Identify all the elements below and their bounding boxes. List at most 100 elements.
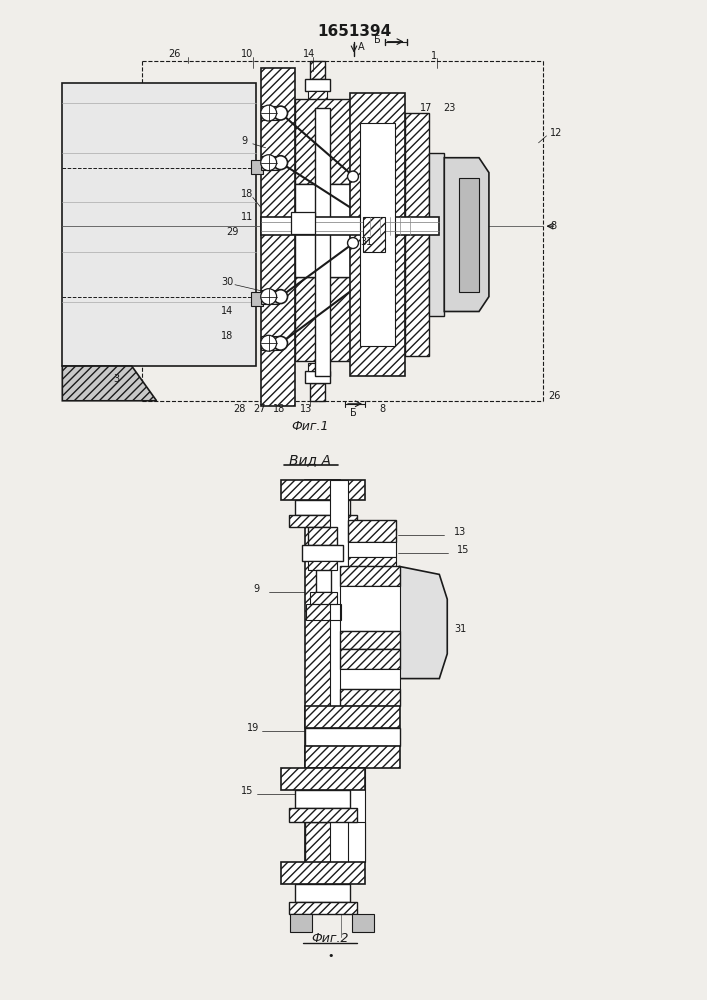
Bar [281,862,365,884]
Bar [352,914,374,932]
Bar [348,542,396,557]
Circle shape [261,289,276,305]
Bar [308,527,337,545]
Bar [310,61,325,79]
Text: 3: 3 [113,374,119,384]
Bar [306,604,341,620]
Text: 1651394: 1651394 [317,24,391,39]
Bar [316,570,331,592]
Bar [261,336,279,350]
Bar [308,363,327,371]
Text: 15: 15 [241,786,253,796]
Bar [340,669,399,689]
Bar [288,902,357,914]
Text: 14: 14 [303,49,315,59]
Text: 31: 31 [360,237,372,247]
Bar [251,292,263,306]
Text: 29: 29 [226,227,238,237]
Bar [305,706,399,728]
Text: 8: 8 [380,404,386,414]
Text: 31: 31 [454,624,467,634]
Polygon shape [62,366,156,401]
Bar [360,123,395,346]
Bar [308,561,337,570]
Bar [350,93,404,376]
Bar [288,515,357,527]
Text: •: • [327,951,334,961]
Text: 26: 26 [168,49,181,59]
Bar [261,217,439,235]
Circle shape [261,335,276,351]
Bar [459,178,479,292]
Bar [429,153,444,316]
Text: Б: Б [350,408,357,418]
Bar [363,217,385,252]
Circle shape [274,290,288,304]
Text: Вид А: Вид А [289,453,332,467]
Circle shape [274,156,288,170]
Bar [296,790,350,808]
Circle shape [348,238,358,248]
Bar [340,822,365,862]
Bar [296,500,350,515]
Bar [348,557,396,566]
Bar [348,520,396,542]
Bar [296,99,350,184]
Bar [296,884,350,902]
Text: 10: 10 [241,49,253,59]
Text: 13: 13 [454,527,467,537]
Bar [315,108,330,376]
Bar [281,768,365,790]
Text: 26: 26 [549,391,561,401]
Bar [291,212,315,234]
Text: Фиг.1: Фиг.1 [291,420,329,433]
Bar [340,689,399,706]
Text: 8: 8 [551,221,556,231]
Bar [404,113,429,356]
Text: 12: 12 [551,128,563,138]
Text: 11: 11 [241,212,253,222]
Text: 18: 18 [273,404,285,414]
Bar [305,728,399,746]
Bar [305,746,399,768]
Text: Б: Б [374,35,380,45]
Text: 9: 9 [241,136,247,146]
Bar [261,68,296,406]
Circle shape [261,155,276,171]
Text: Фиг.2: Фиг.2 [312,932,349,945]
Text: А: А [358,42,365,52]
Bar [305,79,330,91]
Text: 18: 18 [221,331,233,341]
Polygon shape [399,566,448,679]
Text: 17: 17 [419,103,432,113]
Bar [340,586,399,631]
Text: 14: 14 [221,306,233,316]
Bar [303,545,343,561]
Bar [310,383,325,401]
Bar [288,808,357,822]
Text: 13: 13 [300,404,312,414]
Text: 18: 18 [241,189,253,199]
Text: 1: 1 [431,51,438,61]
Bar [305,822,340,887]
Bar [296,277,350,361]
Polygon shape [444,158,489,311]
Bar [340,649,399,669]
Text: 23: 23 [443,103,456,113]
Bar [281,480,365,500]
Bar [310,592,337,604]
Bar [340,768,365,862]
Bar [62,83,256,366]
Bar [340,566,399,586]
Bar [305,480,340,862]
Text: 19: 19 [247,723,259,733]
Text: 15: 15 [457,545,469,555]
Circle shape [348,171,358,182]
Text: 9: 9 [254,584,260,594]
Bar [261,106,279,120]
Bar [340,631,399,649]
Circle shape [261,105,276,121]
Bar [305,371,330,383]
Bar [251,160,263,174]
Text: 27: 27 [253,404,265,414]
